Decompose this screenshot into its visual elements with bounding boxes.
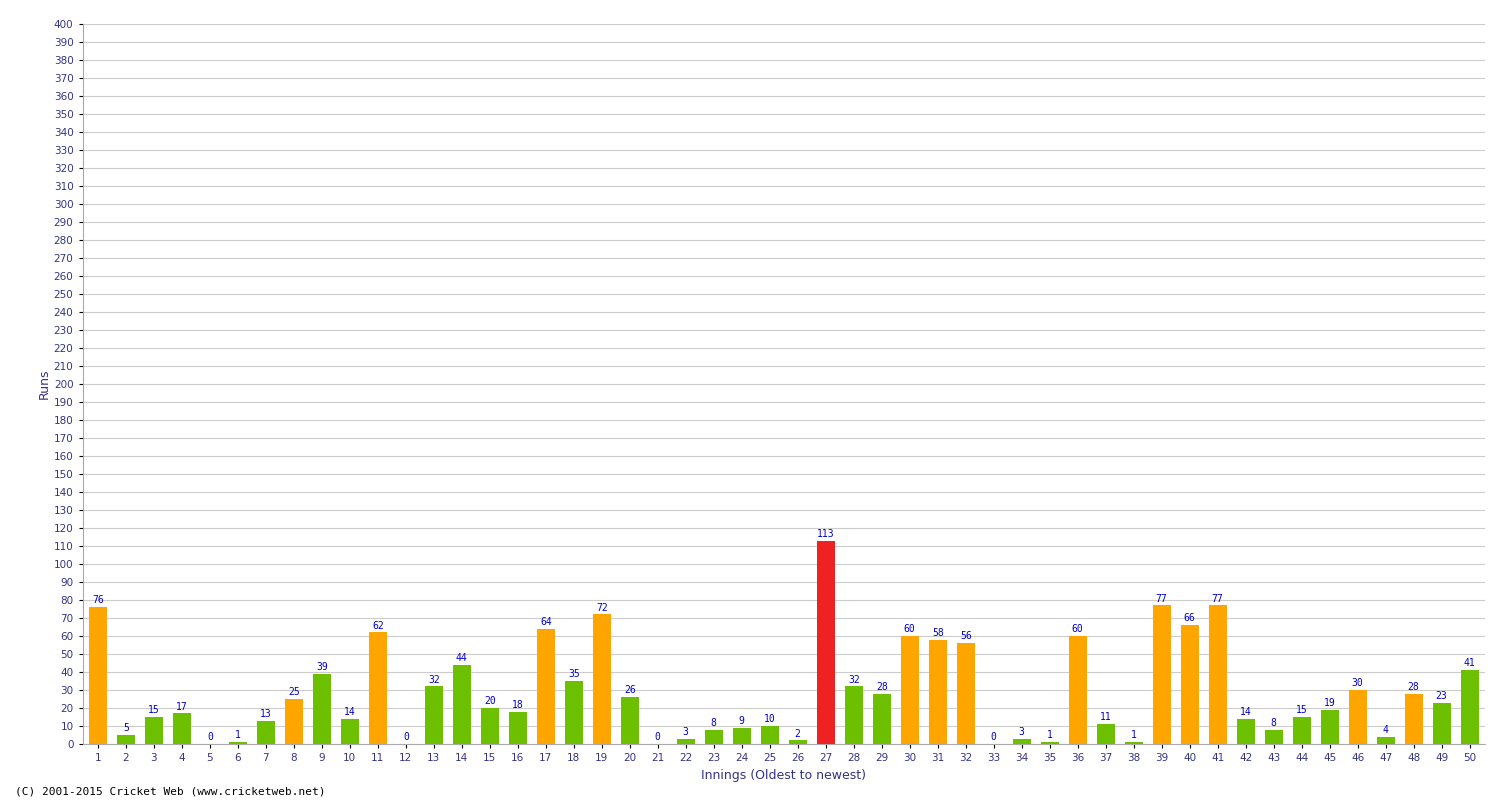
Bar — [537, 629, 555, 744]
Bar — [172, 714, 190, 744]
Text: 113: 113 — [818, 529, 834, 539]
Text: 3: 3 — [682, 726, 688, 737]
Text: 39: 39 — [316, 662, 327, 672]
Text: 15: 15 — [1296, 706, 1308, 715]
Text: 8: 8 — [1270, 718, 1276, 728]
Bar — [146, 717, 164, 744]
Text: 58: 58 — [932, 628, 944, 638]
Bar — [1461, 670, 1479, 744]
Bar — [340, 718, 358, 744]
Text: 28: 28 — [1407, 682, 1419, 692]
Text: 14: 14 — [344, 707, 355, 717]
Text: 32: 32 — [427, 674, 439, 685]
Bar — [1180, 626, 1198, 744]
Bar — [88, 607, 106, 744]
Bar — [1096, 724, 1114, 744]
Text: 1: 1 — [1131, 730, 1137, 741]
Bar — [1377, 737, 1395, 744]
Text: 35: 35 — [568, 669, 579, 679]
Bar — [789, 741, 807, 744]
Bar — [1264, 730, 1282, 744]
Text: 0: 0 — [404, 732, 410, 742]
Text: 20: 20 — [484, 696, 495, 706]
Text: 1: 1 — [1047, 730, 1053, 741]
Bar — [285, 699, 303, 744]
Bar — [256, 721, 274, 744]
Text: 76: 76 — [92, 595, 104, 606]
Bar — [1041, 742, 1059, 744]
Bar — [1320, 710, 1338, 744]
Text: 62: 62 — [372, 621, 384, 630]
Text: 60: 60 — [1072, 624, 1083, 634]
Text: 66: 66 — [1184, 614, 1196, 623]
Bar — [873, 694, 891, 744]
Text: 25: 25 — [288, 687, 300, 697]
Bar — [1348, 690, 1366, 744]
Text: 23: 23 — [1436, 690, 1448, 701]
Text: 28: 28 — [876, 682, 888, 692]
Bar — [957, 643, 975, 744]
Bar — [453, 665, 471, 744]
Text: 14: 14 — [1240, 707, 1251, 717]
Bar — [1404, 694, 1422, 744]
Text: 18: 18 — [512, 700, 524, 710]
Bar — [424, 686, 442, 744]
Text: 77: 77 — [1156, 594, 1167, 603]
Text: 4: 4 — [1383, 725, 1389, 735]
Bar — [1152, 606, 1172, 744]
Text: 13: 13 — [260, 709, 272, 718]
Bar — [1125, 742, 1143, 744]
Bar — [621, 697, 639, 744]
Bar — [732, 728, 752, 744]
Text: 9: 9 — [740, 716, 744, 726]
X-axis label: Innings (Oldest to newest): Innings (Oldest to newest) — [700, 769, 867, 782]
Y-axis label: Runs: Runs — [38, 369, 51, 399]
Bar — [900, 636, 920, 744]
Bar — [816, 541, 836, 744]
Text: 64: 64 — [540, 617, 552, 627]
Text: (C) 2001-2015 Cricket Web (www.cricketweb.net): (C) 2001-2015 Cricket Web (www.cricketwe… — [15, 786, 326, 796]
Text: 41: 41 — [1464, 658, 1476, 668]
Text: 0: 0 — [656, 732, 660, 742]
Bar — [1236, 718, 1254, 744]
Text: 8: 8 — [711, 718, 717, 728]
Text: 0: 0 — [207, 732, 213, 742]
Text: 72: 72 — [596, 602, 608, 613]
Bar — [314, 674, 332, 744]
Text: 15: 15 — [148, 706, 160, 715]
Bar — [564, 681, 584, 744]
Text: 11: 11 — [1100, 712, 1112, 722]
Bar — [1068, 636, 1088, 744]
Bar — [760, 726, 778, 744]
Text: 60: 60 — [904, 624, 915, 634]
Text: 26: 26 — [624, 686, 636, 695]
Bar — [592, 614, 610, 744]
Text: 44: 44 — [456, 653, 468, 663]
Text: 2: 2 — [795, 729, 801, 738]
Text: 1: 1 — [236, 730, 242, 741]
Bar — [1209, 606, 1227, 744]
Bar — [1013, 738, 1031, 744]
Text: 5: 5 — [123, 723, 129, 733]
Bar — [705, 730, 723, 744]
Bar — [676, 738, 694, 744]
Bar — [230, 742, 248, 744]
Text: 32: 32 — [847, 674, 859, 685]
Bar — [1432, 702, 1450, 744]
Bar — [369, 632, 387, 744]
Bar — [844, 686, 862, 744]
Bar — [117, 735, 135, 744]
Text: 3: 3 — [1019, 726, 1025, 737]
Bar — [928, 639, 946, 744]
Text: 0: 0 — [992, 732, 996, 742]
Text: 10: 10 — [764, 714, 776, 724]
Bar — [509, 712, 526, 744]
Text: 17: 17 — [176, 702, 188, 712]
Text: 19: 19 — [1324, 698, 1335, 708]
Bar — [1293, 717, 1311, 744]
Text: 77: 77 — [1212, 594, 1224, 603]
Text: 30: 30 — [1352, 678, 1364, 688]
Text: 56: 56 — [960, 631, 972, 642]
Bar — [480, 708, 500, 744]
